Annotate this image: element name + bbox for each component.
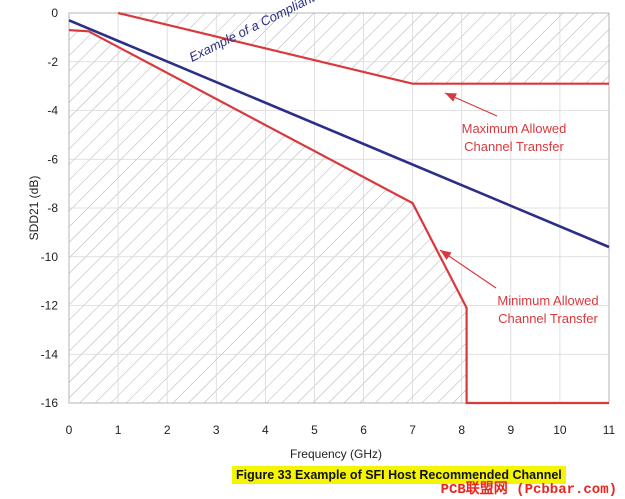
y-tick-label: -4: [47, 104, 58, 118]
y-tick-label: -2: [47, 55, 58, 69]
y-tick-label: -6: [47, 152, 58, 166]
y-tick-label: -16: [41, 396, 59, 410]
series-max-line: [117, 11, 609, 85]
x-tick-label: 1: [115, 423, 122, 437]
x-tick-label: 10: [553, 423, 567, 437]
x-tick-label: 8: [458, 423, 465, 437]
x-tick-label: 4: [262, 423, 269, 437]
x-tick-label: 2: [164, 423, 171, 437]
arrow-max-allowed-head: [445, 93, 457, 102]
x-axis-label: Frequency (GHz): [290, 447, 382, 461]
figure-caption: Figure 33 Example of SFI Host Recommende…: [232, 466, 566, 484]
y-tick-label: 0: [51, 6, 58, 20]
series-lines: [68, 11, 610, 405]
y-tick-label: -14: [41, 347, 59, 361]
x-tick-label: 5: [311, 423, 318, 437]
y-tick-label: -10: [41, 250, 59, 264]
arrow-min-allowed: [439, 249, 497, 289]
x-tick-label: 11: [603, 423, 616, 437]
annotation-max-allowed: Maximum Allowed: [462, 121, 567, 136]
annotation-min-allowed: Channel Transfer: [498, 311, 598, 326]
arrow-min-allowed-head: [440, 250, 452, 260]
y-axis-label: SDD21 (dB): [27, 176, 41, 241]
annotation-max-allowed: Channel Transfer: [464, 139, 564, 154]
x-tick-label: 3: [213, 423, 220, 437]
watermark: PCB联盟网 (Pcbbar.com): [440, 482, 617, 498]
x-tick-label: 6: [360, 423, 367, 437]
annotation-min-allowed: Minimum Allowed: [497, 293, 598, 308]
series-min-line: [68, 29, 609, 405]
hatch-below-min: [69, 30, 467, 403]
x-tick-label: 9: [507, 423, 514, 437]
plot-frame: [68, 12, 610, 404]
y-tick-label: -8: [47, 201, 58, 215]
y-tick-label: -12: [41, 299, 59, 313]
series-compliant-line: [68, 19, 610, 249]
x-tick-label: 7: [409, 423, 416, 437]
grid: [68, 12, 610, 404]
tick-labels: 0 1 2 3 4 5 6 7 8 9 10 11 0 -2 -4 -6 -8 -10 -12 -14 -16: [41, 6, 616, 437]
x-tick-label: 0: [66, 423, 73, 437]
